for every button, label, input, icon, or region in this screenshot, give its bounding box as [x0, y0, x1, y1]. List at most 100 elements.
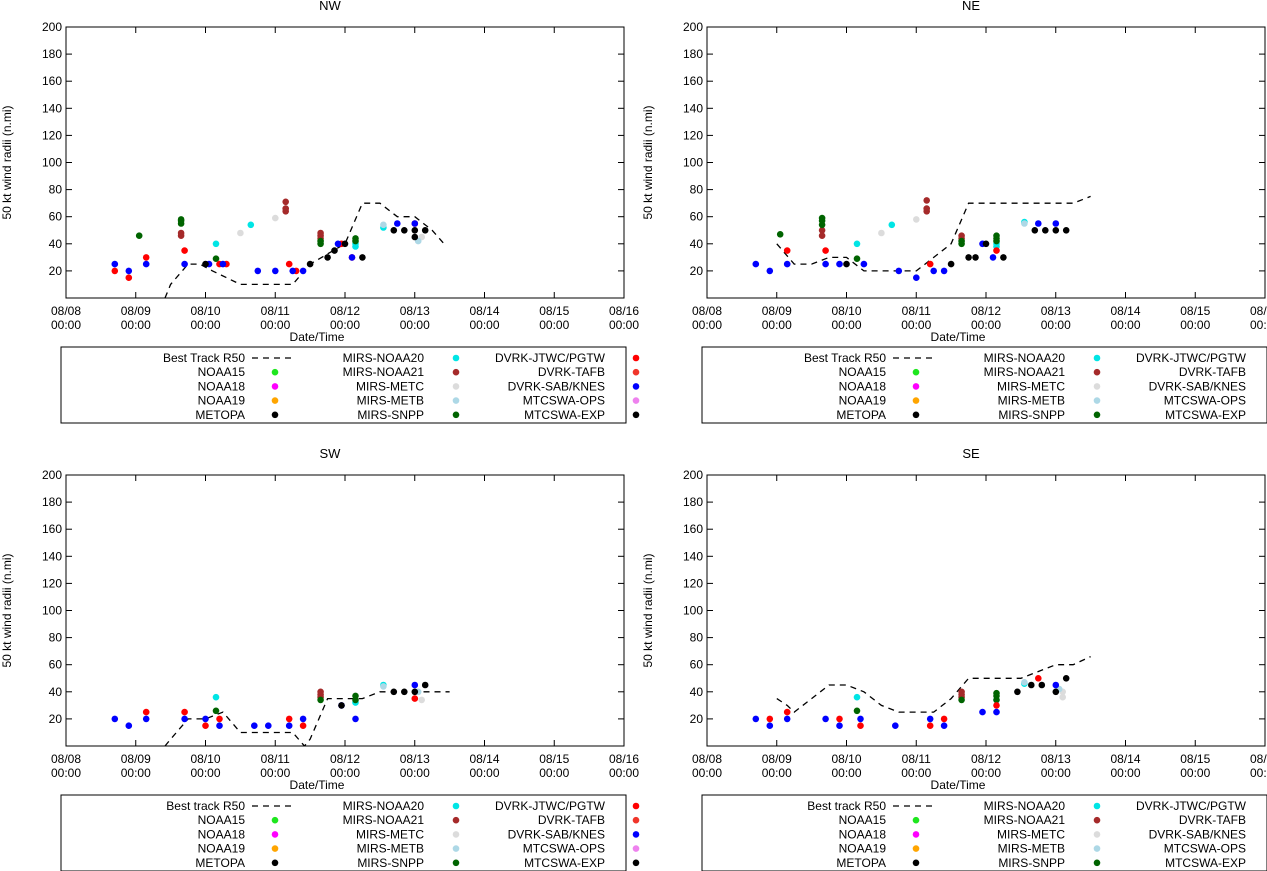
data-point-mirs-noaa20: [853, 240, 861, 248]
plot-frame: [65, 26, 625, 299]
data-point-dvrk-sab-knes: [125, 267, 133, 275]
data-point-mirs-noaa21: [818, 227, 826, 234]
legend-label: MIRS-NOAA20: [984, 799, 1066, 813]
x-tick-label-time: 00:00: [539, 318, 569, 332]
legend-label: MIRS-SNPP: [998, 856, 1065, 870]
data-point-mirs-metb: [1021, 679, 1028, 686]
x-tick-label-time: 00:00: [121, 318, 151, 332]
legend-label: Best track R50: [807, 799, 886, 813]
data-point-mtcswa-exp: [390, 688, 398, 696]
legend-label: MTCSWA-OPS: [1164, 394, 1246, 408]
data-point-mtcswa-exp: [338, 702, 345, 709]
data-point-dvrk-sab-knes: [766, 267, 774, 275]
legend-marker-dvrk-sab-knes: [632, 831, 640, 838]
data-point-mirs-snpp: [958, 696, 965, 704]
data-point-dvrk-jtwc-pgtw: [285, 260, 293, 268]
data-point-mtcswa-exp: [411, 233, 419, 241]
data-point-dvrk-jtwc-pgtw: [125, 274, 133, 282]
legend-label: DVRK-JTWC/PGTW: [1136, 799, 1247, 813]
x-tick-label-date: 08/09: [762, 752, 792, 766]
legend-marker-noaa15: [912, 368, 920, 376]
y-tick-label: 160: [42, 522, 62, 536]
data-point-dvrk-jtwc-pgtw: [783, 708, 791, 716]
legend-box: [60, 794, 627, 871]
data-point-dvrk-sab-knes: [1052, 220, 1060, 227]
data-point-dvrk-jtwc-pgtw: [783, 247, 791, 254]
data-point-dvrk-sab-knes: [857, 715, 864, 723]
data-point-dvrk-jtwc-pgtw: [857, 722, 864, 729]
data-point-dvrk-jtwc-pgtw: [142, 254, 150, 261]
data-point-mtcswa-exp: [411, 227, 419, 234]
data-point-mtcswa-exp: [1000, 254, 1007, 261]
x-tick-label-time: 00:00: [1250, 318, 1267, 332]
best-track-line: [164, 202, 445, 298]
y-tick-label: 20: [690, 264, 704, 278]
data-point-dvrk-sab-knes: [254, 267, 262, 275]
x-tick-label-date: 08/10: [831, 752, 861, 766]
data-point-dvrk-sab-knes: [913, 274, 920, 282]
data-point-dvrk-sab-knes: [411, 681, 419, 689]
legend-marker-mirs-metb: [452, 397, 460, 404]
legend-label: MTCSWA-EXP: [524, 408, 605, 422]
data-point-mirs-metb: [1021, 220, 1028, 227]
x-tick-label-time: 00:00: [260, 318, 290, 332]
x-tick-label-date: 08/16: [1250, 304, 1267, 318]
y-tick-label: 20: [690, 712, 704, 726]
y-tick-label: 40: [49, 237, 63, 251]
data-point-mirs-snpp: [212, 707, 220, 715]
legend-label: MIRS-NOAA20: [343, 799, 425, 813]
legend-marker-mirs-noaa20: [1093, 354, 1101, 362]
legend-label: MIRS-METB: [998, 842, 1065, 856]
data-point-mirs-noaa20: [888, 221, 896, 229]
data-point-mtcswa-exp: [982, 240, 990, 248]
legend-label: NOAA15: [198, 365, 246, 379]
legend-label: MIRS-METC: [997, 379, 1065, 393]
y-tick-label: 80: [690, 183, 704, 197]
y-tick-label: 180: [683, 47, 703, 61]
legend-marker-noaa15: [912, 816, 920, 824]
data-point-dvrk-jtwc-pgtw: [285, 715, 293, 723]
legend-marker-mirs-metc: [1093, 383, 1101, 390]
legend-label: METOPA: [836, 408, 886, 422]
legend-label: MIRS-NOAA21: [343, 365, 425, 379]
data-point-dvrk-jtwc-pgtw: [216, 715, 223, 723]
legend-marker-noaa19: [271, 845, 279, 852]
data-point-dvrk-sab-knes: [979, 708, 986, 716]
data-point-mirs-noaa21: [282, 205, 290, 212]
x-axis-label: Date/Time: [931, 330, 986, 344]
data-point-mirs-noaa20: [853, 693, 861, 701]
y-tick-label: 80: [49, 183, 63, 197]
x-tick-label-date: 08/15: [539, 752, 569, 766]
data-point-mirs-noaa20: [212, 693, 220, 701]
legend-label: MTCSWA-EXP: [524, 856, 605, 870]
best-track-line: [164, 691, 450, 746]
y-tick-label: 20: [49, 712, 63, 726]
y-axis-label: 50 kt wind radii (n.mi): [0, 105, 14, 219]
legend-marker-noaa15: [271, 368, 279, 376]
x-tick-label-date: 08/12: [330, 752, 360, 766]
data-point-mirs-noaa21: [923, 197, 930, 204]
x-tick-label-time: 00:00: [831, 766, 861, 780]
legend-marker-noaa19: [271, 397, 279, 404]
data-point-dvrk-sab-knes: [766, 722, 774, 729]
data-point-mtcswa-exp: [1042, 227, 1049, 234]
legend-marker-metopa: [271, 411, 279, 419]
x-tick-label-time: 00:00: [1180, 766, 1210, 780]
legend-label: MTCSWA-OPS: [523, 394, 605, 408]
legend-box: [60, 346, 627, 424]
y-tick-label: 140: [42, 549, 62, 563]
data-point-dvrk-sab-knes: [989, 254, 997, 261]
data-point-mtcswa-exp: [401, 227, 408, 234]
legend-marker-mirs-snpp: [1093, 859, 1101, 867]
legend-marker-noaa19: [912, 845, 920, 852]
y-tick-label: 140: [683, 549, 703, 563]
legend-marker-mtcswa-ops: [632, 397, 640, 404]
data-point-dvrk-sab-knes: [940, 722, 948, 729]
data-point-mtcswa-exp: [1038, 681, 1046, 689]
chart-title: SW: [320, 446, 342, 461]
legend-marker-mirs-metb: [452, 845, 460, 852]
legend-marker-noaa18: [912, 383, 920, 390]
x-tick-label-time: 00:00: [901, 318, 931, 332]
x-tick-label-time: 00:00: [121, 766, 151, 780]
data-point-mtcswa-exp: [359, 254, 366, 261]
